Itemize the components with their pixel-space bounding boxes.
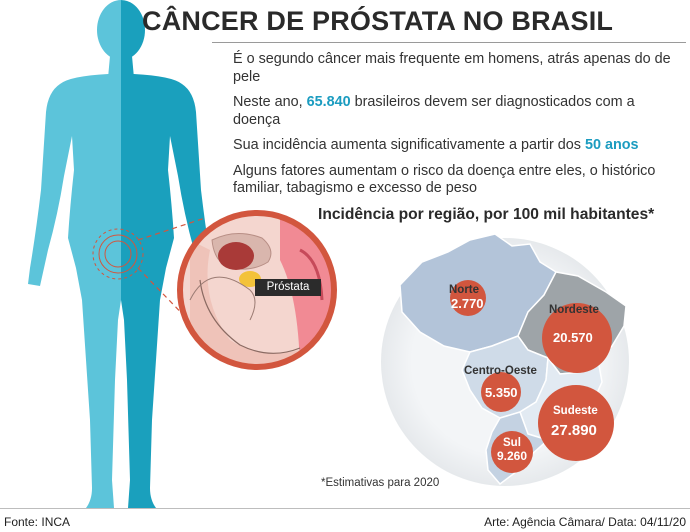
footer-divider (0, 508, 690, 509)
fact-1: É o segundo câncer mais frequente em hom… (233, 51, 671, 85)
art-credit: Arte: Agência Câmara/ Data: 04/11/20 (484, 515, 686, 529)
region-value-sul: 9.260 (497, 449, 528, 463)
prostate-label: Próstata (255, 279, 321, 296)
region-value-sudeste: 27.890 (551, 422, 597, 439)
facts-list: É o segundo câncer mais frequente em hom… (233, 51, 673, 206)
fact-2-text-b: brasileiros devem ser diagnosticados com… (233, 94, 635, 128)
fact-3: Sua incidência aumenta significativament… (233, 137, 673, 155)
zoom-connector-lines (137, 217, 206, 329)
map-title: Incidência por região, por 100 mil habit… (318, 206, 655, 223)
map-footnote: *Estimativas para 2020 (321, 477, 440, 489)
region-value-nordeste: 20.570 (553, 330, 593, 345)
region-label-sul: Sul (503, 437, 521, 449)
centro-oeste-circle (481, 372, 521, 412)
region-label-nordeste: Nordeste (549, 304, 599, 316)
sul-circle (491, 431, 533, 473)
region-value-circles (450, 280, 614, 473)
fact-2-highlight: 65.840 (306, 94, 351, 110)
human-body-silhouette (28, 0, 214, 508)
nordeste-circle (542, 303, 612, 373)
region-label-norte: Norte (449, 284, 480, 296)
norte-circle (450, 280, 486, 316)
title-divider (212, 42, 686, 43)
region-value-centro-oeste: 5.350 (485, 385, 518, 400)
region-label-sudeste: Sudeste (553, 405, 598, 417)
region-label-centro-oeste: Centro-Oeste (464, 365, 537, 377)
sudeste-circle (538, 385, 614, 461)
fact-3-highlight: 50 anos (584, 137, 639, 153)
fact-2-text-a: Neste ano, (233, 94, 307, 110)
pelvis-target-icon (92, 228, 144, 280)
fact-4: Alguns fatores aumentam o risco da doenç… (233, 162, 656, 197)
region-value-norte: 2.770 (451, 296, 484, 311)
page-title: CÂNCER DE PRÓSTATA NO BRASIL (142, 6, 614, 36)
fact-3-text: Sua incidência aumenta significativament… (233, 137, 585, 153)
fact-2: Neste ano, 65.840 brasileiros devem ser … (233, 94, 673, 129)
source-credit: Fonte: INCA (4, 515, 71, 529)
